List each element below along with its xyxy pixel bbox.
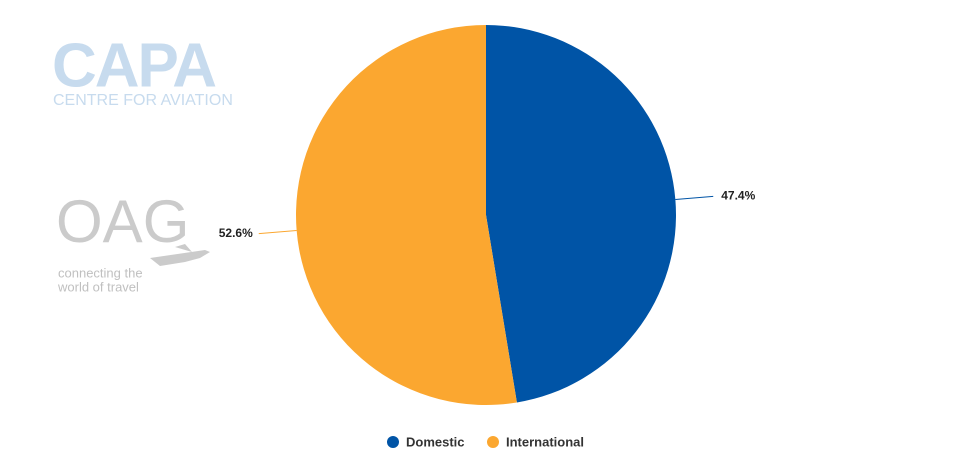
leader-line: [258, 230, 297, 235]
capa-logo: CAPA: [52, 31, 216, 100]
data-label: 47.4%: [721, 189, 755, 203]
plane-icon: [150, 244, 210, 266]
capa-subtitle: CENTRE FOR AVIATION: [53, 92, 233, 109]
pie-slice: [486, 25, 677, 403]
leader-line: [675, 195, 714, 200]
legend-marker: [487, 436, 499, 448]
oag-logo: OAG: [56, 188, 189, 255]
oag-tagline: connecting the: [58, 265, 143, 280]
legend-label: Domestic: [406, 434, 465, 449]
data-label: 52.6%: [219, 226, 253, 240]
legend-marker: [387, 436, 399, 448]
legend-label: International: [506, 434, 584, 449]
oag-tagline: world of travel: [57, 279, 139, 294]
pie-slice: [296, 25, 517, 406]
